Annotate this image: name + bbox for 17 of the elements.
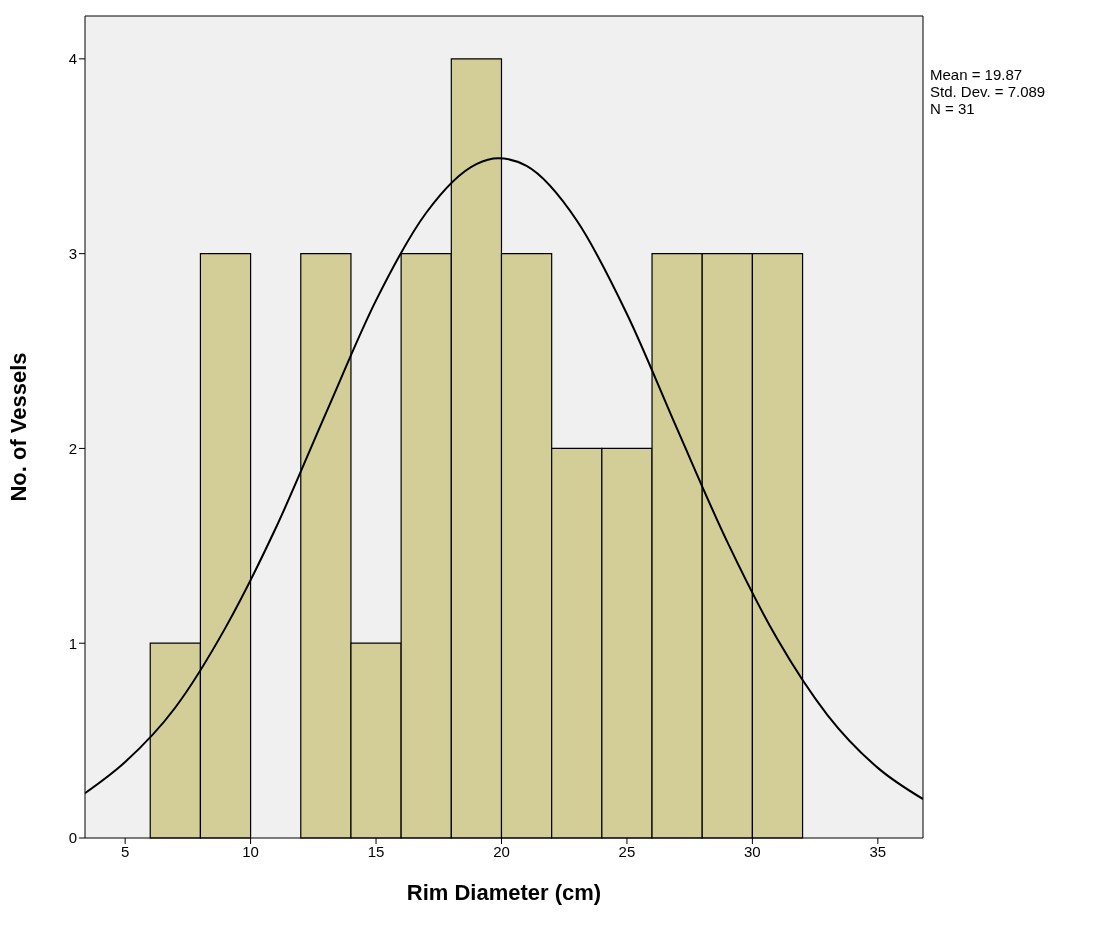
text: Mean = 19.87: [930, 66, 1024, 83]
x-tick-label: 30: [744, 842, 761, 860]
x-axis-title: Rim Diameter (cm): [406, 880, 602, 905]
x-tick-label: 15: [367, 842, 385, 860]
y-tick-label: 0: [68, 829, 77, 847]
x-tick-label: 35: [869, 842, 887, 860]
x-tick-label: 10: [242, 842, 259, 860]
text: N = 31: [930, 100, 976, 117]
y-tick-label: 3: [68, 244, 77, 262]
y-tick-label: 4: [68, 50, 77, 68]
x-tick-label: 5: [120, 842, 130, 860]
y-tick-label: 1: [68, 634, 77, 652]
x-tick-label: 25: [618, 842, 636, 860]
x-tick-label: 20: [493, 842, 510, 860]
y-tick-label: 2: [68, 439, 77, 457]
y-axis-title: No. of Vessels: [5, 352, 31, 502]
text: Std. Dev. = 7.089: [930, 83, 1046, 100]
